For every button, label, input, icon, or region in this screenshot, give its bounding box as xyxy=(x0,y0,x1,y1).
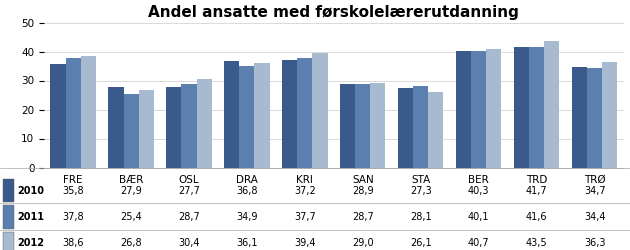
Bar xyxy=(398,88,413,168)
Bar xyxy=(572,67,587,168)
Text: 34,4: 34,4 xyxy=(584,212,605,222)
Text: 2010: 2010 xyxy=(17,186,44,196)
Text: 40,1: 40,1 xyxy=(468,212,490,222)
Bar xyxy=(486,50,501,168)
Text: 30,4: 30,4 xyxy=(178,238,200,248)
Bar xyxy=(197,79,212,168)
Bar xyxy=(514,46,529,168)
Bar xyxy=(3,206,14,229)
Text: 41,6: 41,6 xyxy=(526,212,547,222)
Bar xyxy=(224,61,239,168)
Bar xyxy=(3,179,14,202)
Bar xyxy=(370,84,386,168)
Bar xyxy=(123,94,139,168)
Bar xyxy=(602,62,617,168)
Text: 28,7: 28,7 xyxy=(352,212,374,222)
Bar xyxy=(471,51,486,168)
Text: 36,3: 36,3 xyxy=(584,238,605,248)
Bar xyxy=(544,41,559,168)
Bar xyxy=(3,232,14,250)
Bar xyxy=(50,64,66,168)
Bar xyxy=(297,58,312,168)
Text: 37,7: 37,7 xyxy=(294,212,316,222)
Text: 29,0: 29,0 xyxy=(352,238,374,248)
Text: 35,8: 35,8 xyxy=(62,186,84,196)
Text: 26,8: 26,8 xyxy=(120,238,142,248)
Text: 43,5: 43,5 xyxy=(526,238,547,248)
Text: 41,7: 41,7 xyxy=(526,186,547,196)
Text: 36,8: 36,8 xyxy=(236,186,258,196)
Bar xyxy=(108,86,123,168)
Text: 27,9: 27,9 xyxy=(120,186,142,196)
Text: 28,9: 28,9 xyxy=(352,186,374,196)
Text: 37,8: 37,8 xyxy=(62,212,84,222)
Bar xyxy=(428,92,444,168)
Text: 2012: 2012 xyxy=(17,238,44,248)
Text: 34,7: 34,7 xyxy=(584,186,605,196)
Text: 27,3: 27,3 xyxy=(410,186,432,196)
Text: 39,4: 39,4 xyxy=(294,238,316,248)
Bar xyxy=(312,53,328,168)
Text: 36,1: 36,1 xyxy=(236,238,258,248)
Bar xyxy=(340,84,355,168)
Bar xyxy=(529,47,544,168)
Bar xyxy=(181,84,197,168)
Bar xyxy=(282,60,297,168)
Text: 34,9: 34,9 xyxy=(236,212,258,222)
Text: 40,3: 40,3 xyxy=(468,186,490,196)
Text: 27,7: 27,7 xyxy=(178,186,200,196)
Title: Andel ansatte med førskolelærerutdanning: Andel ansatte med førskolelærerutdanning xyxy=(149,5,519,20)
Bar xyxy=(456,51,471,168)
Text: 28,7: 28,7 xyxy=(178,212,200,222)
Bar xyxy=(66,58,81,168)
Bar xyxy=(81,56,96,168)
Bar xyxy=(255,63,270,168)
Text: 37,2: 37,2 xyxy=(294,186,316,196)
Bar xyxy=(239,66,255,168)
Text: 38,6: 38,6 xyxy=(62,238,84,248)
Text: 26,1: 26,1 xyxy=(410,238,432,248)
Text: 40,7: 40,7 xyxy=(468,238,490,248)
Bar xyxy=(355,84,370,168)
Bar xyxy=(587,68,602,168)
Bar xyxy=(139,90,154,168)
Bar xyxy=(166,87,181,168)
Text: 25,4: 25,4 xyxy=(120,212,142,222)
Bar xyxy=(413,86,428,168)
Text: 2011: 2011 xyxy=(17,212,44,222)
Text: 28,1: 28,1 xyxy=(410,212,432,222)
